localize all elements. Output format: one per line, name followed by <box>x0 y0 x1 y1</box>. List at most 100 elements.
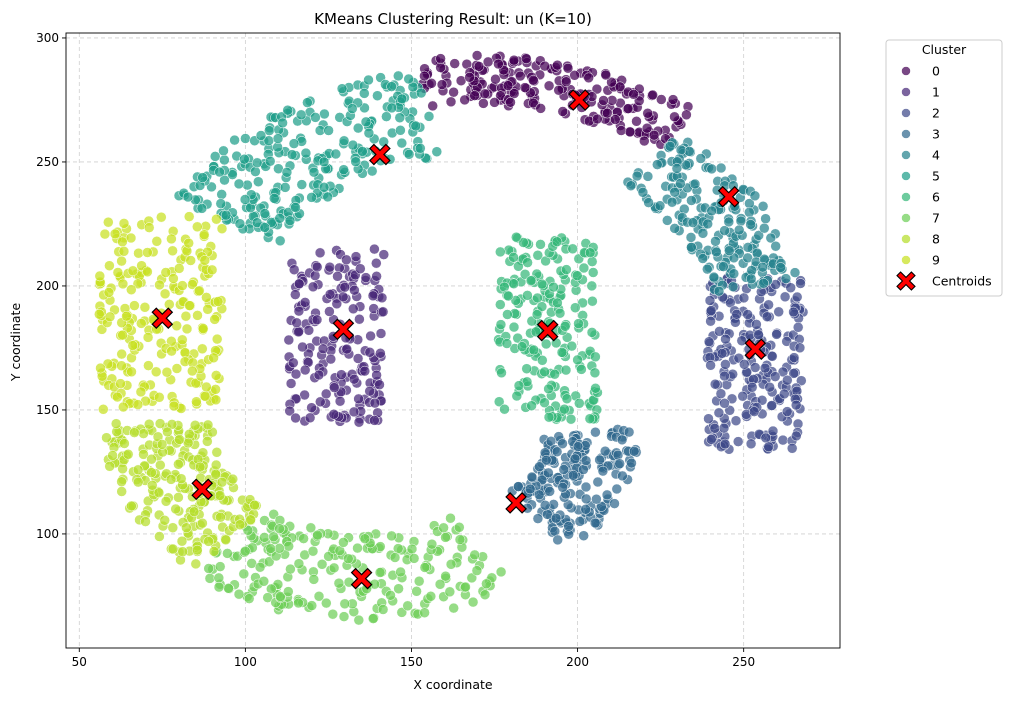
data-point-cluster-9 <box>194 285 205 297</box>
data-point-cluster-8 <box>184 429 195 440</box>
x-tick-label: 50 <box>72 655 87 669</box>
data-point-cluster-6 <box>590 351 601 363</box>
data-point-cluster-7 <box>204 573 216 584</box>
data-point-cluster-6 <box>532 250 544 261</box>
data-point-cluster-9 <box>132 399 144 410</box>
data-point-cluster-9 <box>201 381 212 393</box>
data-point-cluster-6 <box>525 275 537 286</box>
data-point-cluster-5 <box>403 149 415 160</box>
data-point-cluster-5 <box>396 93 408 105</box>
data-point-cluster-2 <box>790 399 802 411</box>
data-point-cluster-6 <box>574 398 585 409</box>
data-point-cluster-5 <box>290 202 301 213</box>
data-point-cluster-1 <box>367 290 379 302</box>
data-point-cluster-4 <box>671 163 683 174</box>
data-point-cluster-1 <box>285 378 297 389</box>
data-point-cluster-9 <box>117 329 128 341</box>
data-point-cluster-2 <box>746 382 758 393</box>
data-point-cluster-4 <box>697 228 709 239</box>
data-point-cluster-3 <box>597 465 609 477</box>
data-point-cluster-7 <box>466 572 478 584</box>
data-point-cluster-1 <box>376 292 388 304</box>
data-point-cluster-1 <box>350 251 362 262</box>
data-point-cluster-6 <box>536 301 548 312</box>
data-point-cluster-5 <box>360 116 372 128</box>
centroid-marker-9 <box>151 307 174 330</box>
legend-box <box>885 39 1003 297</box>
data-point-cluster-2 <box>730 415 742 426</box>
data-point-cluster-0 <box>490 73 501 85</box>
data-point-cluster-1 <box>291 317 302 329</box>
data-point-cluster-5 <box>295 109 307 121</box>
data-point-cluster-7 <box>454 522 465 533</box>
data-point-cluster-8 <box>245 514 256 525</box>
data-point-cluster-9 <box>160 267 172 278</box>
data-point-cluster-1 <box>353 393 364 405</box>
data-point-cluster-3 <box>580 455 592 466</box>
data-point-cluster-4 <box>625 180 637 191</box>
data-point-cluster-2 <box>782 374 793 386</box>
data-point-cluster-0 <box>515 70 526 82</box>
data-point-cluster-2 <box>705 305 717 316</box>
data-point-cluster-9 <box>209 314 220 325</box>
data-point-cluster-5 <box>274 213 285 224</box>
data-point-cluster-3 <box>526 471 538 483</box>
data-point-cluster-2 <box>786 443 798 454</box>
data-point-cluster-0 <box>602 107 613 119</box>
data-point-cluster-8 <box>188 506 200 517</box>
data-point-cluster-5 <box>274 235 286 247</box>
legend-label: Centroids <box>932 274 992 289</box>
data-point-cluster-7 <box>222 548 233 559</box>
data-point-cluster-7 <box>275 591 286 602</box>
data-point-cluster-0 <box>642 108 653 119</box>
data-point-cluster-4 <box>760 213 771 224</box>
data-point-cluster-6 <box>554 307 566 319</box>
centroid-marker-5 <box>369 143 391 166</box>
data-point-cluster-3 <box>539 500 551 511</box>
data-point-cluster-2 <box>781 406 793 417</box>
data-point-cluster-5 <box>251 157 263 169</box>
data-point-cluster-4 <box>675 178 686 189</box>
data-point-cluster-2 <box>788 352 800 363</box>
data-point-cluster-2 <box>777 434 789 446</box>
data-point-cluster-2 <box>705 315 716 327</box>
legend-marker-2 <box>901 108 911 118</box>
data-point-cluster-8 <box>192 544 203 556</box>
data-point-cluster-1 <box>348 406 360 418</box>
data-point-cluster-7 <box>203 563 214 574</box>
data-point-cluster-0 <box>614 81 626 93</box>
data-point-cluster-1 <box>360 272 372 283</box>
data-point-cluster-6 <box>578 262 590 274</box>
legend-marker-7 <box>901 213 911 223</box>
data-point-cluster-1 <box>306 402 317 413</box>
data-point-cluster-0 <box>592 113 603 125</box>
data-point-cluster-8 <box>154 418 166 429</box>
data-point-cluster-5 <box>395 125 406 136</box>
data-point-cluster-6 <box>551 236 563 247</box>
data-point-cluster-2 <box>715 388 727 399</box>
data-point-cluster-4 <box>702 218 713 230</box>
data-point-cluster-1 <box>290 368 302 380</box>
data-point-cluster-7 <box>293 558 305 569</box>
data-point-cluster-7 <box>321 597 332 609</box>
data-point-cluster-7 <box>258 576 270 587</box>
data-point-cluster-1 <box>293 278 305 290</box>
data-point-cluster-9 <box>118 401 129 413</box>
data-point-cluster-5 <box>359 88 370 99</box>
data-point-cluster-9 <box>143 360 154 371</box>
data-point-cluster-5 <box>284 215 296 226</box>
data-point-cluster-7 <box>471 565 483 576</box>
data-point-cluster-3 <box>614 458 625 469</box>
data-point-cluster-0 <box>471 50 483 61</box>
data-point-cluster-9 <box>173 263 185 274</box>
data-point-cluster-2 <box>791 291 803 303</box>
data-point-cluster-4 <box>637 187 649 198</box>
data-point-cluster-8 <box>173 459 184 470</box>
data-point-cluster-6 <box>549 368 560 380</box>
data-point-cluster-0 <box>464 72 475 83</box>
data-point-cluster-1 <box>378 249 390 260</box>
data-point-cluster-7 <box>268 531 279 543</box>
data-point-cluster-4 <box>706 205 717 217</box>
data-point-cluster-5 <box>423 111 435 122</box>
data-point-cluster-1 <box>371 369 382 381</box>
